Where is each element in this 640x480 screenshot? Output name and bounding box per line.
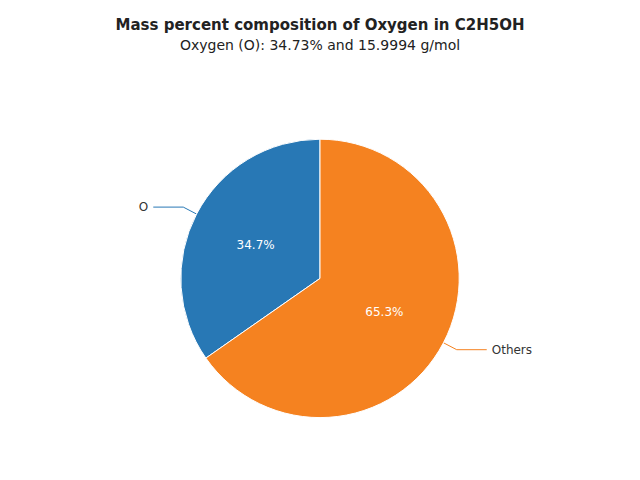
svg-text:65.3%: 65.3%	[365, 305, 403, 319]
svg-text:Mass percent composition of Ox: Mass percent composition of Oxygen in C2…	[116, 16, 525, 34]
svg-text:Others: Others	[492, 343, 532, 357]
svg-text:34.7%: 34.7%	[237, 238, 275, 252]
svg-text:O: O	[139, 200, 148, 214]
svg-text:Oxygen (O): 34.73% and 15.9994: Oxygen (O): 34.73% and 15.9994 g/mol	[180, 37, 460, 53]
